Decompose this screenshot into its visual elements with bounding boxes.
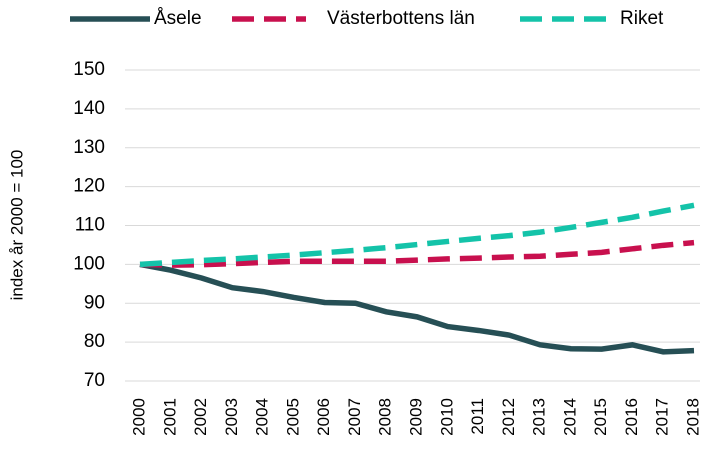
y-tick-label: 100	[73, 253, 105, 274]
x-tick-label: 2009	[406, 398, 425, 436]
y-tick-label: 120	[73, 176, 105, 197]
x-tick-label: 2013	[530, 398, 549, 436]
legend-label: Västerbottens län	[327, 8, 475, 29]
x-tick-label: 2017	[653, 398, 672, 436]
series-line	[139, 261, 695, 355]
y-tick-label: 70	[84, 370, 105, 391]
x-tick-label: 2014	[560, 398, 579, 436]
y-tick-label: 110	[75, 215, 105, 236]
y-tick-label: 150	[73, 59, 105, 80]
y-tick-label: 140	[73, 98, 105, 119]
y-tick-label: 80	[84, 331, 105, 352]
x-tick-label: 2000	[129, 398, 148, 436]
legend-label: Åsele	[154, 8, 202, 29]
series-line	[139, 202, 695, 268]
x-tick-label: 2018	[683, 398, 702, 436]
x-tick-label: 2005	[283, 398, 302, 436]
series-line	[139, 239, 695, 268]
y-tick-label: 130	[73, 137, 105, 158]
x-tick-label: 2010	[437, 398, 456, 436]
x-tick-label: 2001	[160, 398, 179, 436]
x-tick-label: 2007	[345, 398, 364, 436]
x-tick-label: 2002	[191, 398, 210, 436]
x-tick-label: 2003	[222, 398, 241, 436]
x-tick-label: 2008	[376, 398, 395, 436]
y-tick-label: 90	[84, 292, 105, 313]
x-tick-label: 2016	[622, 398, 641, 436]
x-tick-label: 2011	[468, 398, 487, 435]
x-tick-label: 2015	[591, 398, 610, 436]
y-axis-label: index år 2000 = 100	[7, 150, 26, 301]
x-tick-label: 2006	[314, 398, 333, 436]
legend-label: Riket	[620, 8, 664, 29]
x-tick-label: 2004	[253, 398, 272, 436]
x-tick-label: 2012	[499, 398, 518, 436]
